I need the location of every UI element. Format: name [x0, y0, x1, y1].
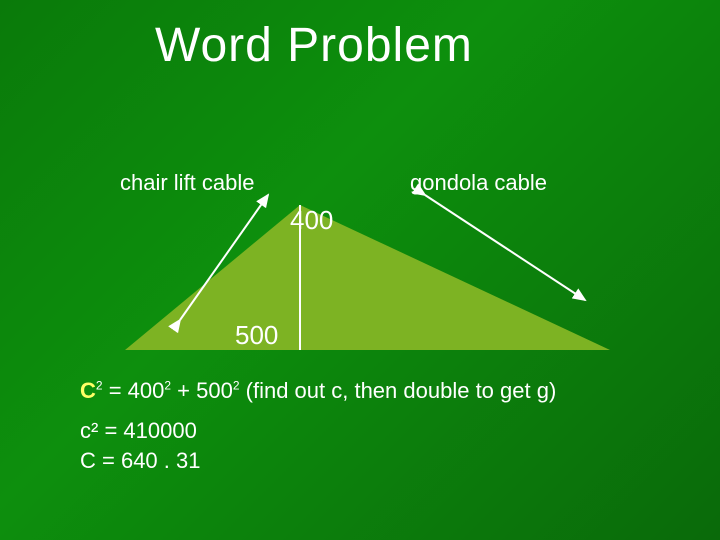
equation-c-sup: 2: [96, 379, 103, 393]
base-value-label: 500: [235, 320, 278, 351]
equation-line-1: C2 = 4002 + 5002 (find out c, then doubl…: [80, 378, 556, 404]
equation-line-3: C = 640 . 31: [80, 448, 200, 474]
slide-title: Word Problem: [155, 18, 473, 73]
equation-line-2: c² = 410000: [80, 418, 197, 444]
triangle-shape: [125, 205, 610, 350]
equation-eq-a: = 400: [103, 378, 165, 403]
gondola-cable-arrow: [425, 195, 585, 300]
equation-plus-b: + 500: [171, 378, 233, 403]
equation-c-variable: C: [80, 378, 96, 403]
equation-b-sup: 2: [233, 379, 240, 393]
chair-lift-label: chair lift cable: [120, 170, 255, 196]
height-value-label: 400: [290, 205, 333, 236]
equation-rest: (find out c, then double to get g): [240, 378, 557, 403]
chair-cable-arrow: [180, 195, 268, 320]
gondola-label: gondola cable: [410, 170, 547, 196]
